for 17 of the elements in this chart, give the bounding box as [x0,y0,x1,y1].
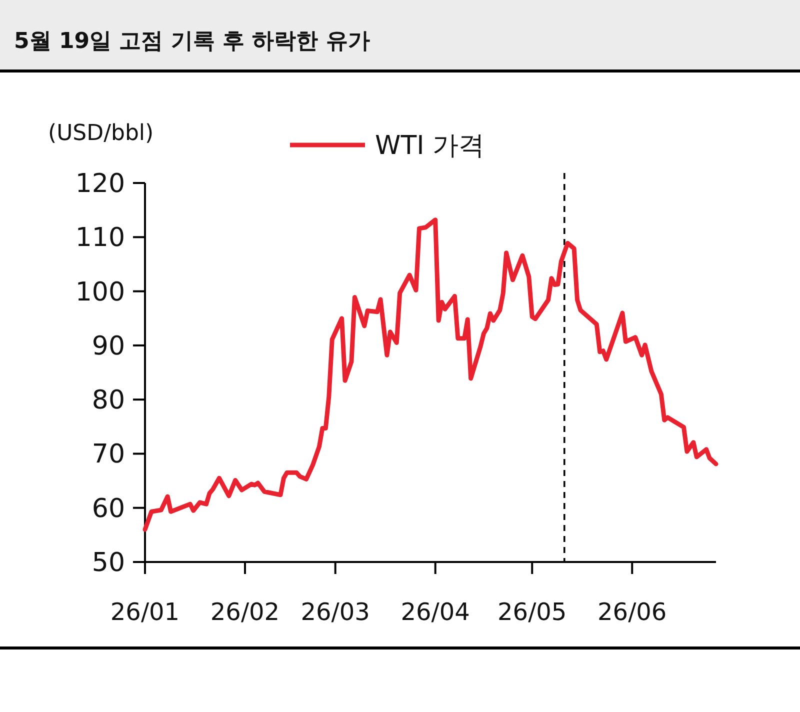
y-tick-label: 70 [92,440,125,470]
y-axis-title: (USD/bbl) [48,121,154,146]
y-tick-label: 60 [92,494,125,524]
y-tick-label: 50 [92,548,125,578]
y-tick-label: 100 [75,277,125,308]
y-tick-label: 80 [92,386,125,416]
y-tick-label: 110 [75,223,125,254]
x-tick-label: 26/05 [498,598,567,626]
x-tick-label: 26/06 [598,598,667,626]
x-tick-label: 26/04 [400,598,470,626]
legend-label: WTI 가격 [375,131,485,161]
x-tick-label: 26/02 [210,598,280,626]
y-tick-label: 90 [92,331,125,362]
x-tick-label: 26/01 [110,598,180,626]
x-tick-label: 26/03 [300,598,370,626]
chart-title: 5월 19일 고점 기록 후 하락한 유가 [14,29,370,54]
y-tick-label: 120 [75,169,125,199]
